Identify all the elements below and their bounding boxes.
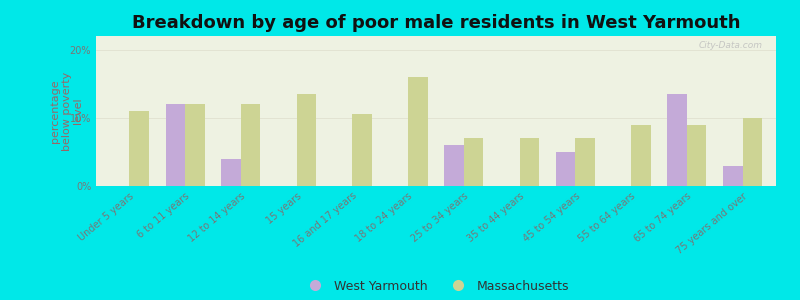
Bar [464, 138, 483, 186]
Text: City-Data.com: City-Data.com [698, 40, 762, 50]
Bar [241, 104, 261, 186]
Bar [444, 145, 464, 186]
Bar [687, 124, 706, 186]
Legend: West Yarmouth, Massachusetts: West Yarmouth, Massachusetts [298, 275, 574, 298]
Bar [667, 94, 687, 186]
Bar [222, 159, 241, 186]
Bar [185, 104, 205, 186]
Y-axis label: percentage
below poverty
level: percentage below poverty level [50, 71, 83, 151]
Bar [575, 138, 595, 186]
Bar [631, 124, 650, 186]
Bar [166, 104, 185, 186]
Bar [723, 166, 742, 186]
Bar [297, 94, 316, 186]
Bar [130, 111, 149, 186]
Bar [520, 138, 539, 186]
Bar [556, 152, 575, 186]
Title: Breakdown by age of poor male residents in West Yarmouth: Breakdown by age of poor male residents … [132, 14, 740, 32]
Bar [742, 118, 762, 186]
Bar [352, 114, 372, 186]
Bar [408, 77, 428, 186]
